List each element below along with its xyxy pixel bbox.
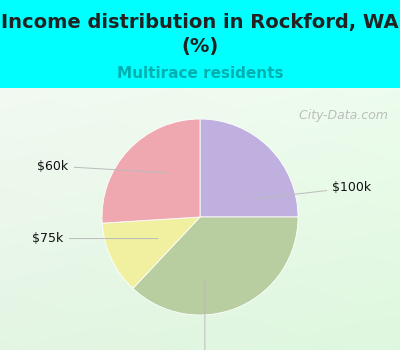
Wedge shape	[133, 217, 298, 315]
Wedge shape	[102, 217, 200, 288]
Text: Multirace residents: Multirace residents	[117, 65, 283, 80]
Text: $60k: $60k	[38, 160, 168, 173]
Wedge shape	[200, 119, 298, 217]
Text: Income distribution in Rockford, WA
(%): Income distribution in Rockford, WA (%)	[1, 13, 399, 56]
Text: City-Data.com: City-Data.com	[291, 108, 388, 121]
Wedge shape	[102, 119, 200, 223]
Text: > $200k: > $200k	[178, 279, 232, 350]
Text: $75k: $75k	[32, 232, 158, 245]
Text: $100k: $100k	[254, 181, 372, 199]
